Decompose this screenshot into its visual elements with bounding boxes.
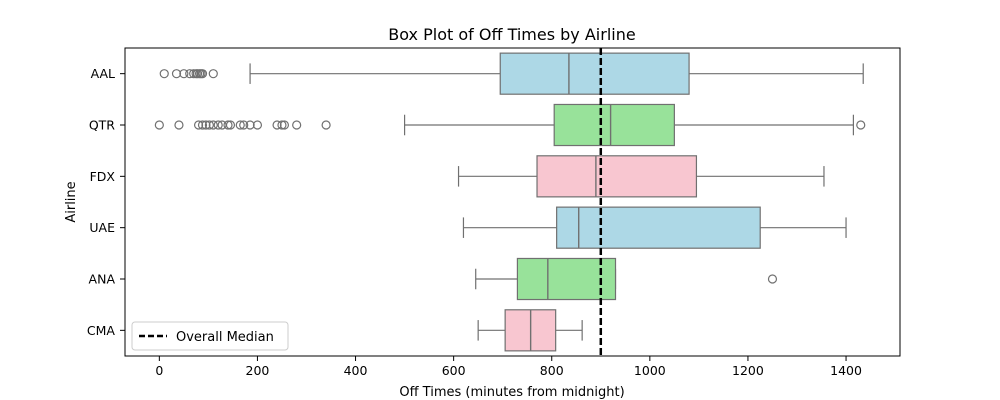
x-tick-label: 600 (442, 363, 466, 378)
outlier-point (159, 69, 169, 79)
outlier-point (292, 120, 302, 130)
legend: Overall Median (131, 321, 289, 351)
outlier-point (252, 120, 263, 130)
box-aal (499, 52, 690, 95)
x-tick-label: 400 (344, 363, 368, 378)
y-tick-label: FDX (90, 169, 116, 184)
x-tick-label: 200 (246, 363, 270, 378)
outlier-point (179, 69, 189, 79)
outlier-point (174, 120, 184, 130)
outlier-point (201, 120, 211, 130)
outlier-point (171, 69, 182, 79)
outlier-point (272, 120, 282, 130)
outlier-point (245, 120, 255, 130)
y-tick-label: AAL (91, 66, 115, 81)
outlier-point (225, 120, 236, 130)
box-ana (516, 257, 617, 301)
y-tick-label: CMA (87, 323, 116, 338)
y-axis-label: Airline (64, 181, 79, 222)
outlier-point (189, 69, 199, 79)
y-tick-label: ANA (89, 272, 116, 287)
x-tick-label: 1200 (732, 363, 764, 378)
outlier-point (856, 120, 866, 130)
outlier-point (154, 120, 164, 130)
x-tick-label: 800 (540, 363, 564, 378)
outlier-point (277, 120, 287, 130)
box-uae (556, 206, 761, 249)
outlier-point (204, 120, 214, 130)
outlier-point (239, 120, 249, 130)
x-axis-label: Off Times (minutes from midnight) (399, 385, 624, 400)
outlier-point (213, 120, 223, 130)
outlier-point (321, 120, 331, 130)
outlier-point (279, 120, 290, 130)
x-tick-label: 0 (155, 363, 163, 378)
x-tick-label: 1000 (634, 363, 666, 378)
legend-label: Overall Median (176, 330, 274, 345)
y-tick-label: UAE (89, 220, 115, 235)
legend-box (131, 321, 289, 351)
box-fdx (536, 155, 698, 198)
outlier-point (767, 274, 778, 284)
chart-title: Box Plot of Off Times by Airline (388, 25, 635, 44)
y-tick-label: QTR (89, 118, 115, 133)
outlier-point (197, 120, 208, 130)
outlier-point (235, 120, 245, 130)
plot-frame (124, 47, 901, 357)
outlier-point (208, 69, 218, 79)
outlier-point (197, 69, 208, 79)
outlier-point (193, 120, 204, 130)
outlier-point (208, 120, 218, 130)
x-tick-label: 1400 (830, 363, 862, 378)
box-qtr (553, 103, 675, 147)
outlier-point (223, 120, 233, 130)
